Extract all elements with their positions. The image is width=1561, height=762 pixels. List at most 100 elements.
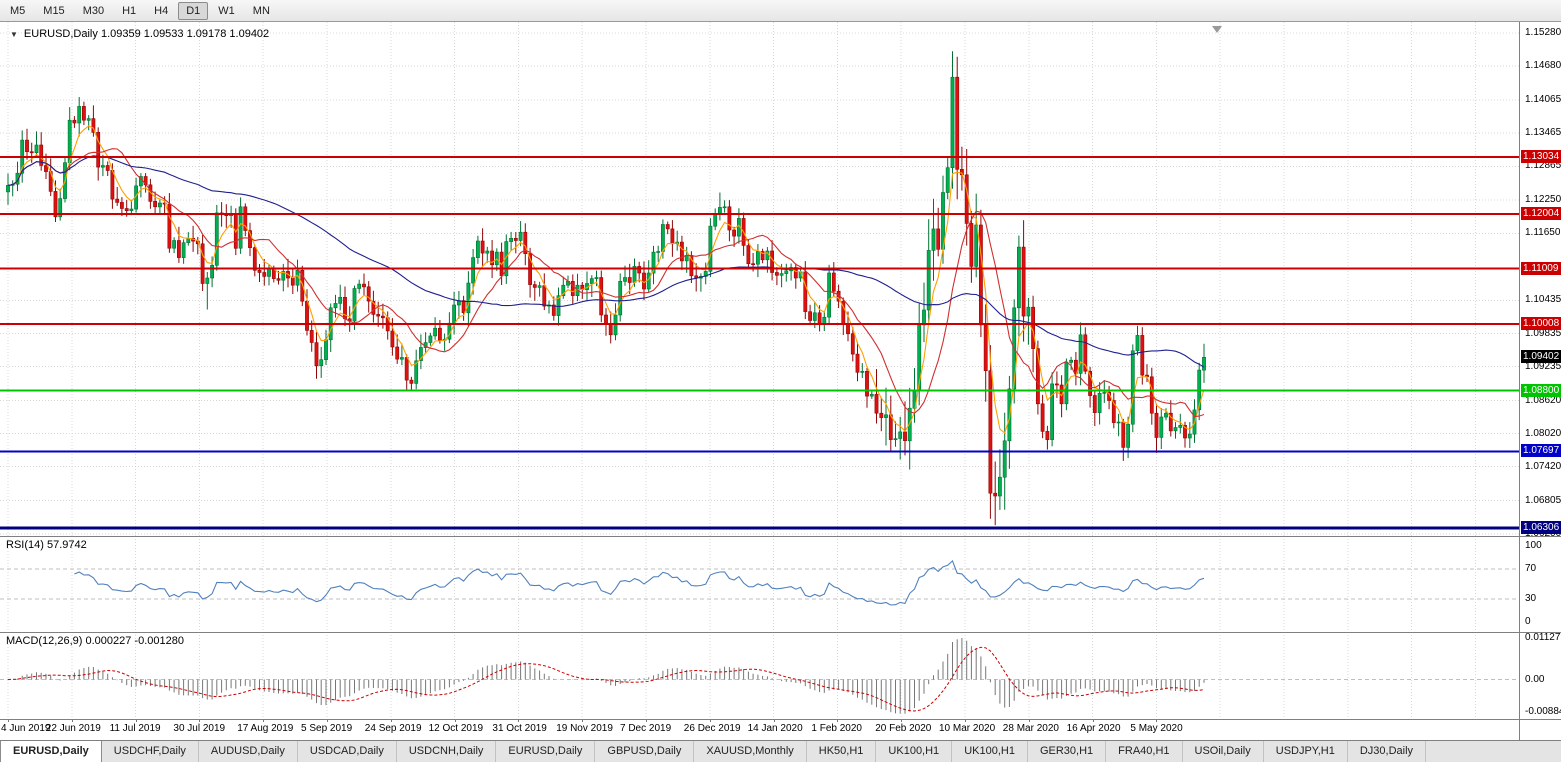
panel-separator[interactable]	[0, 536, 1561, 537]
time-tick	[199, 719, 201, 722]
timeframe-button-m5[interactable]: M5	[10, 4, 26, 17]
time-tick	[773, 719, 775, 722]
price-level-badge: 1.07697	[1521, 444, 1561, 458]
price-level-badge: 1.13034	[1521, 150, 1561, 163]
chart-tab-uk100-h1[interactable]: UK100,H1	[876, 741, 953, 762]
one-click-trading-arrow[interactable]: ▼	[10, 30, 18, 39]
price-chart-panel[interactable]: ▼ EURUSD,Daily 1.09359 1.09533 1.09178 1.…	[0, 22, 1519, 536]
macd-label: MACD(12,26,9) 0.000227 -0.001280	[6, 635, 184, 647]
price-tick-label: 1.09235	[1525, 360, 1561, 372]
time-tick	[263, 719, 265, 722]
candlestick-chart	[0, 22, 1519, 536]
chart-ohlc-values: 1.09359 1.09533 1.09178 1.09402	[100, 28, 270, 40]
rsi-level-label: 0	[1525, 616, 1531, 627]
price-axis[interactable]: 1.15280 1.14680 1.14065 1.13465 1.12865 1.122…	[1519, 22, 1561, 719]
price-tick-label: 1.12250	[1525, 194, 1561, 206]
price-tick-label: 1.14680	[1525, 60, 1561, 72]
chart-tab-hk50-h1[interactable]: HK50,H1	[806, 741, 877, 762]
date-label: 10 Mar 2020	[939, 723, 996, 734]
chart-tab-usoil-daily[interactable]: USOil,Daily	[1182, 741, 1264, 762]
current-price-badge: 1.09402	[1521, 350, 1561, 364]
price-tick-label: 1.12865	[1525, 160, 1561, 172]
chart-title: ▼ EURUSD,Daily 1.09359 1.09533 1.09178 1.…	[10, 28, 269, 40]
price-tick-label: 1.14065	[1525, 94, 1561, 106]
rsi-level-label: 30	[1525, 593, 1537, 605]
price-tick-label: 1.15280	[1525, 27, 1561, 38]
price-tick-label: 1.07420	[1525, 460, 1561, 472]
price-tick-label: 1.11650	[1525, 227, 1561, 239]
date-label: 26 Dec 2019	[683, 723, 741, 734]
chart-tab-fra40-h1[interactable]: FRA40,H1	[1106, 741, 1183, 762]
timeframe-button-m30[interactable]: M30	[82, 4, 105, 17]
chart-tab-dj30-daily[interactable]: DJ30,Daily	[1347, 741, 1427, 762]
chart-symbol-period: EURUSD,Daily	[23, 28, 98, 40]
chart-tab-xauusd-monthly[interactable]: XAUUSD,Monthly	[694, 741, 807, 762]
time-axis[interactable]: 4 Jun 2019 22 Jun 2019 11 Jul 2019 30 Jul 2…	[0, 719, 1519, 740]
timeframe-button-h1[interactable]: H1	[122, 4, 137, 17]
time-tick	[582, 719, 584, 722]
panel-separator[interactable]	[0, 632, 1561, 633]
macd-level-label: -0.00884	[1525, 706, 1561, 717]
date-label: 30 Jul 2019	[173, 723, 226, 734]
chart-tab-usdcad-daily[interactable]: USDCAD,Daily	[297, 741, 397, 762]
chart-tab-usdchf-daily[interactable]: USDCHF,Daily	[101, 741, 199, 762]
rsi-line-chart	[0, 536, 1519, 632]
chart-tab-audusd-daily[interactable]: AUDUSD,Daily	[198, 741, 298, 762]
rsi-level-label: 100	[1525, 540, 1542, 551]
date-label: 14 Jan 2020	[747, 723, 803, 734]
price-tick-label: 1.13465	[1525, 127, 1561, 139]
price-tick-label: 1.08020	[1525, 427, 1561, 439]
macd-level-label: 0.011277	[1525, 632, 1561, 643]
time-tick	[1028, 719, 1030, 722]
timeframe-button-d1[interactable]: D1	[178, 1, 209, 20]
date-label: 28 Mar 2020	[1002, 723, 1059, 734]
chart-tab-uk100-h1[interactable]: UK100,H1	[952, 741, 1028, 762]
chart-tab-usdjpy-h1[interactable]: USDJPY,H1	[1263, 741, 1348, 762]
date-label: 5 May 2020	[1130, 723, 1183, 734]
date-label: 31 Oct 2019	[492, 723, 547, 734]
rsi-indicator-panel[interactable]: RSI(14) 57.9742	[0, 536, 1519, 632]
date-label: 11 Jul 2019	[109, 723, 161, 734]
chart-tab-eurusd-daily[interactable]: EURUSD,Daily	[496, 741, 596, 762]
date-label: 22 Jun 2019	[45, 723, 101, 734]
time-tick	[454, 719, 456, 722]
chart-tab-ger30-h1[interactable]: GER30,H1	[1027, 741, 1107, 762]
timeframe-button-w1[interactable]: W1	[218, 4, 235, 17]
chart-tab-eurusd-daily[interactable]: EURUSD,Daily	[0, 741, 102, 762]
timeframe-button-h4[interactable]: H4	[154, 4, 169, 17]
timeframe-button-m15[interactable]: M15	[43, 4, 65, 17]
timeframe-toolbar: M5 M15 M30 H1 H4 D1 W1 MN	[0, 0, 1561, 22]
price-level-badge: 1.12004	[1521, 206, 1561, 220]
date-label: 17 Aug 2019	[237, 723, 294, 734]
chart-tab-gbpusd-daily[interactable]: GBPUSD,Daily	[595, 741, 695, 762]
price-level-badge: 1.06306	[1521, 521, 1561, 535]
macd-histogram-chart	[0, 632, 1519, 719]
chart-shift-marker[interactable]	[1212, 26, 1222, 33]
time-tick	[837, 719, 839, 722]
date-label: 24 Sep 2019	[364, 723, 422, 734]
time-tick	[901, 719, 903, 722]
price-tick-label: 1.09835	[1525, 327, 1561, 339]
price-tick-label: 1.10435	[1525, 294, 1561, 306]
chart-tab-usdcnh-daily[interactable]: USDCNH,Daily	[396, 741, 497, 762]
panel-separator	[0, 719, 1561, 720]
date-label: 12 Oct 2019	[428, 723, 484, 734]
price-level-badge: 1.08800	[1521, 383, 1561, 397]
date-label: 4 Jun 2019	[1, 723, 51, 734]
timeframe-button-mn[interactable]: MN	[252, 4, 270, 17]
macd-level-label: 0.00	[1525, 673, 1545, 685]
rsi-level-label: 70	[1525, 562, 1537, 574]
time-tick	[135, 719, 137, 722]
price-tick-label: 1.08620	[1525, 394, 1561, 406]
axis-separator	[1519, 719, 1520, 740]
price-level-badge: 1.11009	[1521, 261, 1561, 275]
date-label: 5 Sep 2019	[301, 723, 353, 734]
price-tick-label: 1.06805	[1525, 494, 1561, 506]
time-tick	[71, 719, 73, 722]
macd-indicator-panel[interactable]: MACD(12,26,9) 0.000227 -0.001280	[0, 632, 1519, 719]
rsi-label: RSI(14) 57.9742	[6, 539, 87, 551]
time-tick	[8, 719, 9, 722]
time-tick	[709, 719, 711, 722]
chart-tabs-bar: EURUSD,Daily USDCHF,Daily AUDUSD,Daily USDC…	[0, 740, 1561, 762]
